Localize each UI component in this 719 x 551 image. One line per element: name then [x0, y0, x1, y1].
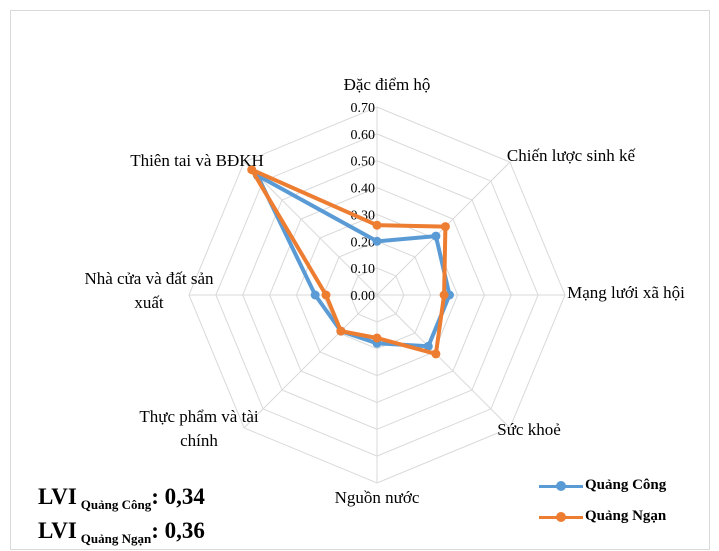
category-label: xuất: [134, 293, 164, 312]
tick-label: 0.00: [351, 289, 376, 304]
tick-label: 0.10: [351, 262, 376, 277]
tick-label: 0.40: [351, 182, 376, 197]
category-label: Nhà cửa và đất sản: [84, 269, 214, 288]
lvi-place: Quảng Công: [80, 497, 152, 512]
grid-spoke: [243, 294, 378, 429]
data-point: [372, 333, 382, 343]
data-point: [423, 341, 433, 351]
legend-label-quang-ngan: Quảng Ngạn: [585, 508, 667, 524]
legend-item-quang-ngan: Quảng Ngạn: [539, 508, 666, 525]
data-point: [372, 236, 382, 246]
legend-item-quang-cong: Quảng Công: [539, 477, 666, 494]
category-label: Mạng lưới xã hội: [567, 283, 685, 302]
lvi-prefix: LVI: [38, 484, 77, 509]
lvi-place: Quảng Ngạn: [80, 531, 152, 546]
data-point: [372, 220, 382, 230]
tick-label: 0.70: [351, 101, 376, 116]
category-label: Sức khoẻ: [497, 420, 561, 439]
lvi-quang-cong: LVI Quảng Công: 0,34: [38, 484, 205, 512]
data-point: [321, 290, 331, 300]
category-label: Chiến lược sinh kế: [507, 146, 636, 165]
lvi-prefix: LVI: [38, 518, 77, 543]
category-label: Nguồn nước: [335, 488, 420, 507]
lvi-value: : 0,36: [151, 518, 205, 543]
grid-spoke: [243, 161, 378, 296]
data-point: [439, 290, 449, 300]
data-point: [247, 165, 257, 175]
grid-spoke: [376, 294, 511, 429]
data-point: [431, 349, 441, 359]
lvi-quang-ngan: LVI Quảng Ngạn: 0,36: [38, 518, 205, 546]
lvi-value: : 0,34: [151, 484, 205, 509]
category-label: chính: [180, 431, 218, 450]
data-point: [310, 290, 320, 300]
series-line-1: [249, 167, 448, 356]
data-point: [440, 222, 450, 232]
chart-area: 0.00 0.10 0.20 0.30 0.40 0.50 0.60 0.70 Đặc điểm…: [10, 10, 710, 550]
series-line-0: [255, 173, 452, 349]
category-label: Đặc điểm hộ: [344, 75, 431, 94]
legend-label-quang-cong: Quảng Công: [585, 477, 667, 493]
legend-swatch-quang-ngan: [539, 510, 583, 524]
legend-swatch-quang-cong: [539, 479, 583, 493]
tick-label: 0.60: [351, 128, 376, 143]
category-label: Thực phẩm và tài: [139, 407, 258, 426]
category-label: Thiên tai và BĐKH: [130, 151, 264, 170]
data-point: [431, 231, 441, 241]
tick-label: 0.50: [351, 155, 376, 170]
data-point: [336, 326, 346, 336]
